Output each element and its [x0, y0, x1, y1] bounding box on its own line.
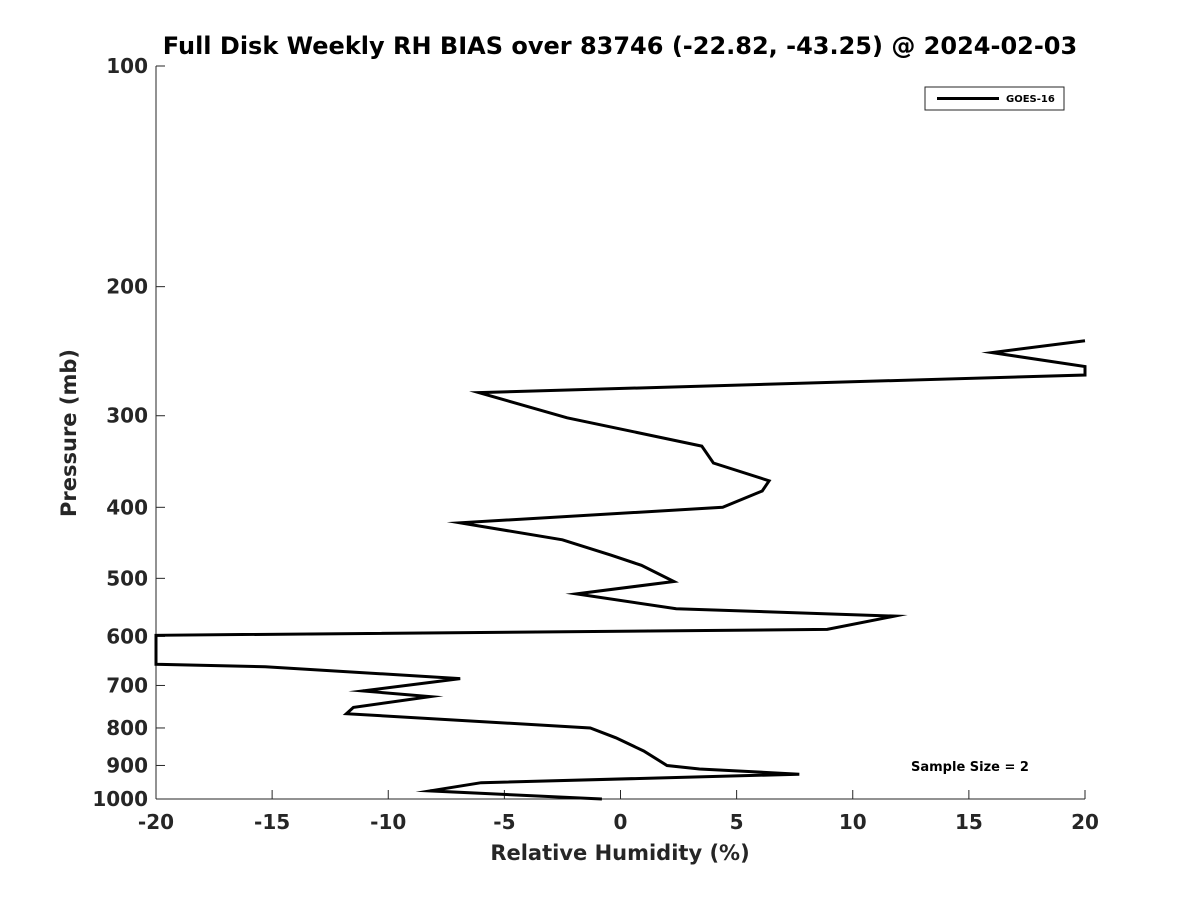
y-tick-label: 400	[106, 495, 148, 519]
sample-size-annotation: Sample Size = 2	[911, 760, 1029, 775]
x-tick-label: 15	[955, 810, 983, 834]
legend: GOES-16	[924, 86, 1065, 111]
y-tick-label: 100	[106, 54, 148, 78]
chart-title: Full Disk Weekly RH BIAS over 83746 (-22…	[163, 32, 1077, 60]
x-tick-label: 10	[839, 810, 867, 834]
x-tick-label: -15	[254, 810, 290, 834]
y-tick-label: 1000	[92, 787, 148, 811]
x-tick-label: -5	[493, 810, 515, 834]
y-tick-label: 800	[106, 716, 148, 740]
series-layer	[154, 339, 1087, 801]
x-tick-label: -10	[370, 810, 406, 834]
series-line-goes-16	[154, 339, 1087, 801]
y-tick-label: 700	[106, 673, 148, 697]
y-tick-label: 500	[106, 566, 148, 590]
y-tick-label: 600	[106, 624, 148, 648]
x-axis: -20 -15 -10 -5 0 5 10 15 20	[138, 790, 1099, 834]
y-tick-label: 200	[106, 275, 148, 299]
plot-frame	[155, 66, 1085, 800]
x-tick-label: 5	[730, 810, 744, 834]
y-axis-label: Pressure (mb)	[57, 349, 81, 517]
y-axis: 100 200 300 400 500 600 700 800 900 1000	[92, 54, 165, 811]
legend-label-goes-16: GOES-16	[1006, 94, 1055, 105]
x-axis-label: Relative Humidity (%)	[490, 841, 749, 865]
y-tick-label: 300	[106, 404, 148, 428]
x-tick-label: -20	[138, 810, 174, 834]
x-tick-label: 0	[614, 810, 628, 834]
x-tick-label: 20	[1071, 810, 1099, 834]
y-tick-label: 900	[106, 753, 148, 777]
